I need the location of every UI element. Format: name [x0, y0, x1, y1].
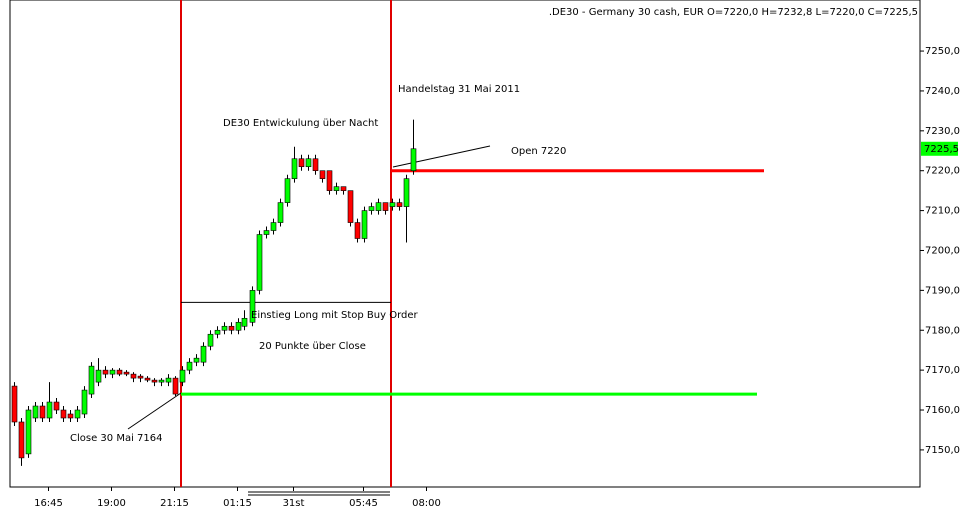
candle-body [193, 357, 200, 363]
chart-title: .DE30 - Germany 30 cash, EUR O=7220,0 H=… [549, 7, 918, 18]
candle-body [241, 317, 248, 327]
annotation: Close 30 Mai 7164 [70, 433, 163, 444]
candle-body [123, 371, 130, 375]
candle-body [130, 373, 137, 379]
candle-body [382, 202, 389, 211]
candle-body [347, 190, 354, 223]
candle-body [340, 186, 347, 191]
y-tick-label: 7170,0 [925, 365, 960, 376]
candle-body [53, 401, 60, 411]
candle-body [151, 379, 158, 383]
y-tick-label: 7150,0 [925, 445, 960, 456]
plot-frame [9, 0, 921, 488]
candle-body [214, 329, 221, 335]
annotation-pointer [127, 392, 182, 430]
candle-body [228, 325, 235, 331]
candle-body [305, 158, 312, 168]
candle-body [11, 385, 18, 423]
x-tick-label: 05:45 [349, 498, 378, 509]
candle-body [270, 222, 277, 231]
y-tick-label: 7200,0 [925, 245, 960, 256]
candle-body [221, 325, 228, 331]
candle-body [284, 178, 291, 203]
annotation: Einstieg Long mit Stop Buy Order [251, 310, 419, 321]
candle-body [144, 377, 151, 381]
candle-body [116, 369, 123, 375]
candle-body [361, 210, 368, 239]
candle-body [200, 345, 207, 363]
candle-body [235, 321, 242, 331]
candle-body [375, 202, 382, 211]
candle-body [312, 158, 319, 172]
annotation: DE30 Entwickulung über Nacht [223, 118, 378, 129]
x-tick-label: 16:45 [34, 498, 63, 509]
x-tick-label: 08:00 [412, 498, 441, 509]
y-tick-label: 7250,0 [925, 46, 960, 57]
candle-body [179, 369, 186, 383]
current-price-tag [921, 141, 958, 156]
annotation: Open 7220 [511, 146, 566, 157]
annotation: 20 Punkte über Close [259, 341, 366, 352]
candle-body [67, 413, 74, 419]
y-tick-label: 7190,0 [925, 285, 960, 296]
candle-body [249, 290, 256, 323]
candle-body [137, 375, 144, 379]
candle-body [186, 361, 193, 371]
y-tick-label: 7160,0 [925, 405, 960, 416]
candle-body [158, 379, 165, 383]
y-tick-label: 7230,0 [925, 126, 960, 137]
candle-body [298, 158, 305, 168]
y-tick-label: 7210,0 [925, 206, 960, 217]
x-tick-label: 21:15 [160, 498, 189, 509]
candle-body [165, 377, 172, 383]
candle-body [354, 222, 361, 239]
candle-body [109, 369, 116, 375]
candle-body [263, 230, 270, 235]
candle-body [319, 170, 326, 179]
candle-body [102, 369, 109, 375]
x-tick-label: 31st [283, 498, 305, 509]
current-price-label: 7225,5 [924, 144, 959, 155]
annotation-pointer [392, 145, 491, 168]
candle-body [403, 178, 410, 207]
y-tick-label: 7220,0 [925, 166, 960, 177]
y-tick-label: 7240,0 [925, 86, 960, 97]
candle-body [396, 202, 403, 207]
x-tick-label: 01:15 [223, 498, 252, 509]
candle-body [74, 409, 81, 419]
candle-body [291, 158, 298, 179]
candle-body [368, 206, 375, 211]
candle-body [410, 148, 417, 172]
candle-body [81, 389, 88, 415]
candle-body [207, 333, 214, 347]
candle-body [18, 421, 25, 459]
candle-body [172, 377, 179, 395]
candle-body [88, 365, 95, 395]
y-tick-label: 7180,0 [925, 325, 960, 336]
candle-body [39, 405, 46, 419]
candle-body [46, 401, 53, 419]
x-tick-label: 19:00 [97, 498, 126, 509]
candle-body [277, 202, 284, 223]
candle-body [256, 234, 263, 291]
candle-body [333, 186, 340, 191]
annotation: Handelstag 31 Mai 2011 [398, 84, 520, 95]
candle-body [25, 409, 32, 455]
candle-body [95, 369, 102, 383]
candle-body [326, 170, 333, 191]
candle-body [60, 409, 67, 419]
candle-body [389, 202, 396, 207]
candle-body [32, 405, 39, 419]
